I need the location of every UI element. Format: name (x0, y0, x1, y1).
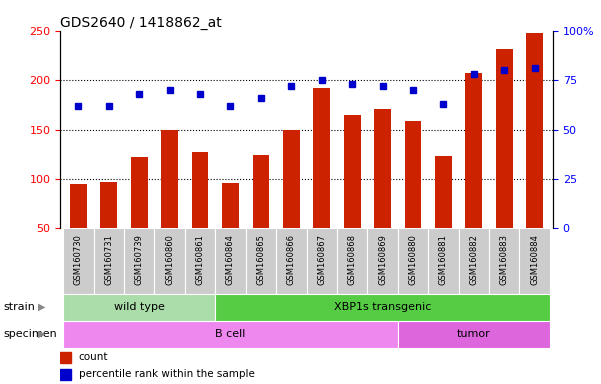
Bar (519, 228, 550, 294)
Text: GSM160881: GSM160881 (439, 234, 448, 285)
Bar (496, 48, 513, 228)
Bar (526, 33, 543, 228)
Bar (398, 321, 550, 348)
Text: ▶: ▶ (38, 329, 45, 339)
Bar (60, 352, 71, 363)
Text: wild type: wild type (114, 302, 165, 312)
Bar (63, 228, 94, 294)
Text: strain: strain (3, 302, 35, 312)
Bar (100, 182, 117, 228)
Text: GSM160869: GSM160869 (378, 234, 387, 285)
Text: B cell: B cell (215, 329, 246, 339)
Text: GSM160730: GSM160730 (74, 234, 83, 285)
Text: GSM160866: GSM160866 (287, 234, 296, 285)
Bar (344, 115, 361, 228)
Bar (337, 228, 367, 294)
Bar (307, 228, 337, 294)
Text: ▶: ▶ (38, 302, 45, 312)
Bar (222, 183, 239, 228)
Text: GSM160867: GSM160867 (317, 234, 326, 285)
Text: GSM160864: GSM160864 (226, 234, 235, 285)
Bar (154, 228, 185, 294)
Text: count: count (79, 353, 108, 362)
Bar (374, 109, 391, 228)
Text: GSM160860: GSM160860 (165, 234, 174, 285)
Text: GSM160882: GSM160882 (469, 234, 478, 285)
Bar (192, 152, 209, 228)
Text: GSM160861: GSM160861 (195, 234, 204, 285)
Bar (70, 184, 87, 228)
Bar (215, 228, 246, 294)
Bar (63, 321, 398, 348)
Text: XBP1s transgenic: XBP1s transgenic (334, 302, 432, 312)
Text: GSM160868: GSM160868 (347, 234, 356, 285)
Bar (124, 228, 154, 294)
Bar (367, 228, 398, 294)
Text: GSM160880: GSM160880 (409, 234, 418, 285)
Bar (276, 228, 307, 294)
Bar (185, 228, 215, 294)
Text: specimen: specimen (3, 329, 56, 339)
Bar (246, 228, 276, 294)
Bar (131, 157, 148, 228)
Bar (459, 228, 489, 294)
Text: GSM160883: GSM160883 (500, 234, 508, 285)
Text: GDS2640 / 1418862_at: GDS2640 / 1418862_at (60, 16, 222, 30)
Bar (283, 129, 300, 228)
Bar (404, 121, 421, 228)
Bar (252, 155, 269, 228)
Text: GSM160884: GSM160884 (530, 234, 539, 285)
Bar (215, 294, 550, 321)
Text: percentile rank within the sample: percentile rank within the sample (79, 369, 255, 379)
Text: GSM160865: GSM160865 (257, 234, 266, 285)
Bar (60, 369, 71, 380)
Bar (313, 88, 330, 228)
Bar (435, 156, 452, 228)
Text: tumor: tumor (457, 329, 490, 339)
Bar (465, 73, 482, 228)
Text: GSM160739: GSM160739 (135, 234, 144, 285)
Bar (489, 228, 519, 294)
Text: GSM160731: GSM160731 (105, 234, 113, 285)
Bar (94, 228, 124, 294)
Bar (161, 129, 178, 228)
Bar (63, 294, 215, 321)
Bar (398, 228, 428, 294)
Bar (428, 228, 459, 294)
